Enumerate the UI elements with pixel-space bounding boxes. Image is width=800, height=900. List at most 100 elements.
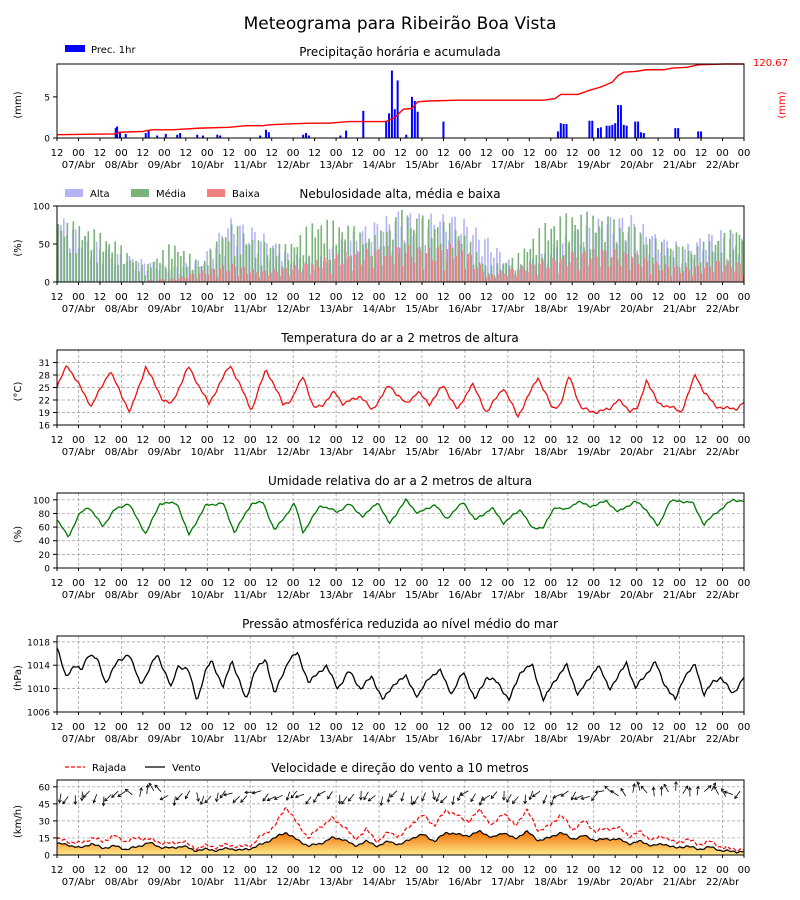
xtick-hour-label: 00	[673, 578, 686, 589]
cloud-bar-baixa	[536, 275, 538, 282]
xtick-date-label: 19/Abr	[577, 590, 611, 601]
cloud-bar-media	[463, 235, 466, 282]
ytick-label: 80	[39, 510, 51, 520]
cloud-bar-baixa	[506, 275, 508, 282]
xtick-hour-label: 00	[373, 578, 386, 589]
xtick-hour-label: 12	[351, 865, 364, 876]
cloud-bar-baixa	[628, 270, 631, 282]
wind-arrow-head	[560, 793, 565, 797]
xtick-date-label: 07/Abr	[62, 590, 96, 601]
precip-bar	[677, 128, 680, 138]
wind-arrow-head	[199, 801, 204, 806]
xtick-hour-label: 00	[587, 435, 600, 446]
precip-bar	[385, 121, 388, 138]
xtick-date-label: 15/Abr	[405, 590, 439, 601]
cloud-bar-baixa	[497, 274, 499, 282]
cloud-bar-media	[311, 223, 314, 282]
ytick-label: 16	[39, 422, 51, 432]
cloud-bar-media	[242, 233, 245, 282]
xtick-hour-label: 12	[695, 435, 708, 446]
precip-bar	[634, 121, 637, 138]
cloud-bar-baixa	[228, 270, 231, 282]
xtick-date-label: 16/Abr	[448, 160, 482, 171]
cloud-bar-media	[490, 265, 493, 282]
precip-bar	[442, 121, 445, 138]
wind-arrow-head	[266, 797, 271, 802]
xtick-hour-label: 00	[459, 148, 472, 159]
wind-arrow	[421, 792, 426, 802]
xtick-hour-label: 12	[137, 148, 150, 159]
cloud-bar-baixa	[330, 273, 332, 282]
cloud-bar-baixa	[500, 271, 502, 282]
xtick-date-label: 14/Abr	[362, 160, 396, 171]
cloud-bar-baixa	[282, 268, 284, 282]
cloud-bar-baixa	[476, 267, 478, 282]
xtick-hour-label: 00	[330, 865, 343, 876]
xtick-hour-label: 00	[544, 578, 557, 589]
xtick-hour-label: 00	[330, 722, 343, 733]
precip-bar	[390, 70, 393, 138]
xtick-hour-label: 12	[179, 578, 192, 589]
xtick-hour-label: 12	[566, 722, 579, 733]
cloud-bar-media	[359, 232, 361, 282]
xtick-hour-label: 00	[158, 722, 171, 733]
cloud-bar-media	[681, 246, 684, 282]
ytick-label: 1006	[27, 709, 50, 719]
cloud-bar-media	[284, 243, 287, 282]
xtick-date-label: 15/Abr	[405, 304, 439, 315]
xtick-hour-label: 12	[94, 292, 107, 303]
cloud-bar-media	[741, 240, 744, 282]
xtick-hour-label: 12	[222, 292, 235, 303]
wind-arrow	[640, 785, 648, 794]
wind-arrow-head	[172, 802, 177, 807]
cloud-bar-alta	[609, 216, 612, 282]
xtick-hour-label: 00	[72, 148, 85, 159]
wind-arrow-head	[262, 797, 266, 802]
xtick-hour-label: 00	[244, 292, 257, 303]
xtick-date-label: 09/Abr	[148, 734, 182, 745]
wind-arrow	[59, 793, 62, 803]
cloud-bar-baixa	[694, 266, 697, 282]
xtick-hour-label: 00	[72, 865, 85, 876]
cloud-bar-baixa	[571, 252, 574, 282]
wind-ylabel: (km/h)	[13, 805, 24, 838]
wind-arrow	[632, 783, 635, 793]
wind-arrow	[223, 792, 233, 796]
wind-arrow-head	[713, 785, 718, 790]
xtick-hour-label: 12	[437, 578, 450, 589]
xtick-hour-label: 00	[115, 435, 128, 446]
legend-label-gust: Rajada	[92, 763, 126, 774]
precip-bar	[305, 133, 308, 138]
wind-arrow-head	[175, 796, 180, 801]
cloud-bar-baixa	[557, 273, 559, 282]
cloud-bar-baixa	[195, 278, 198, 282]
xtick-hour-label: 12	[652, 578, 665, 589]
xtick-date-label: 13/Abr	[319, 877, 353, 888]
wind-arrow-head	[139, 787, 143, 791]
cloud-bar-media	[165, 268, 167, 282]
xtick-hour-label: 12	[394, 292, 407, 303]
xtick-hour-label: 00	[115, 148, 128, 159]
xtick-hour-label: 00	[158, 148, 171, 159]
xtick-hour-label: 00	[587, 292, 600, 303]
wind-arrow-head	[460, 792, 464, 796]
cloud-bar-media	[699, 262, 702, 282]
wind-arrow-head	[316, 792, 321, 796]
ytick-label: 1010	[27, 685, 50, 695]
cloud-bar-media	[326, 219, 329, 282]
xtick-date-label: 09/Abr	[148, 590, 182, 601]
cloud-bar-baixa	[297, 269, 299, 282]
precip-bar	[219, 135, 222, 138]
cloud-bar-baixa	[464, 269, 467, 282]
cloud-bar-baixa	[177, 278, 180, 282]
wind-arrow-head	[674, 780, 678, 785]
cloud-bar-media	[90, 250, 93, 282]
cloud-bar-media	[413, 230, 415, 282]
cloud-panel: Nebulosidade alta, média e baixa (%) 0 50 10…	[13, 187, 750, 315]
wind-arrow	[219, 790, 226, 799]
wind-arrow-head	[723, 790, 728, 795]
cloud-bar-alta	[397, 211, 400, 282]
cloud-bar-baixa	[455, 255, 458, 282]
cloud-bar-baixa	[568, 262, 571, 282]
cloud-bar-media	[111, 252, 113, 282]
